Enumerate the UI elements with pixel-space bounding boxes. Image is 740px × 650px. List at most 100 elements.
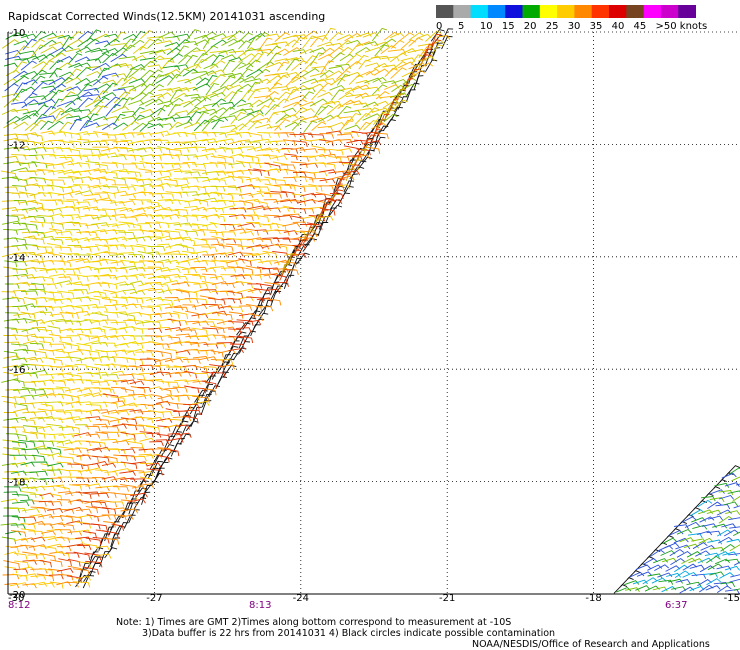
wind-barb	[86, 365, 101, 374]
wind-barb	[90, 492, 110, 498]
wind-barb	[92, 446, 111, 452]
wind-barb	[264, 104, 280, 116]
wind-barb	[82, 491, 100, 497]
wind-barb	[217, 192, 234, 200]
wind-barb	[113, 77, 127, 87]
wind-barb	[222, 60, 235, 72]
wind-barb	[41, 536, 58, 542]
wind-barb	[133, 497, 147, 509]
wind-barb	[128, 99, 144, 106]
wind-barb	[156, 350, 173, 359]
wind-barb	[20, 33, 37, 39]
wind-barb	[212, 334, 227, 341]
wind-barb	[130, 245, 146, 253]
wind-barb	[93, 250, 111, 256]
wind-barb	[729, 578, 740, 583]
wind-barb	[67, 476, 85, 483]
wind-barb	[67, 258, 86, 264]
wind-barb	[42, 357, 56, 364]
wind-barb	[110, 53, 128, 63]
wind-barb	[139, 183, 154, 189]
time-label-right: 6:37	[665, 600, 687, 611]
wind-barb	[636, 571, 653, 577]
wind-barb	[49, 522, 66, 528]
wind-barb	[110, 155, 127, 161]
wind-barb	[211, 281, 229, 286]
wind-barb	[238, 176, 252, 183]
wind-barb	[176, 289, 191, 298]
wind-barb	[129, 409, 144, 415]
wind-barb	[120, 44, 136, 56]
wind-barb	[382, 64, 398, 70]
wind-barb	[728, 467, 740, 475]
wind-barb	[283, 259, 294, 271]
wind-barb	[76, 230, 91, 236]
wind-barb	[49, 228, 63, 236]
wind-barb	[58, 252, 73, 260]
wind-barb	[24, 92, 38, 102]
legend-swatch	[609, 5, 627, 18]
wind-barb	[298, 170, 316, 179]
wind-barb	[201, 246, 218, 253]
wind-barb	[30, 44, 46, 58]
wind-barb	[157, 92, 172, 99]
wind-barb	[707, 501, 722, 509]
wind-barb	[328, 148, 344, 156]
wind-barb	[1, 378, 21, 384]
wind-barb	[178, 54, 193, 64]
wind-barb	[430, 29, 445, 42]
wind-barb	[201, 238, 220, 244]
wind-barb	[255, 51, 270, 63]
wind-barb	[193, 177, 211, 183]
wind-barb	[85, 560, 103, 568]
wind-barb	[202, 254, 216, 260]
wind-barb	[29, 514, 45, 520]
wind-barb	[130, 212, 149, 218]
wind-barb	[12, 305, 29, 311]
wind-barb	[157, 104, 170, 116]
wind-barb	[202, 327, 219, 334]
wind-barb	[709, 571, 725, 577]
wind-barb	[91, 62, 110, 71]
wind-barb	[209, 161, 227, 170]
wind-barb	[47, 536, 65, 542]
wind-barb	[48, 52, 66, 62]
wind-barb	[682, 563, 698, 571]
wind-barb	[87, 104, 103, 117]
wind-barb	[676, 550, 692, 558]
wind-barb	[329, 193, 340, 206]
wind-barb	[36, 573, 55, 582]
wind-barb	[182, 245, 195, 254]
wind-barb	[84, 318, 101, 326]
wind-barb	[45, 401, 64, 407]
wind-barb	[629, 571, 645, 578]
wind-barb	[236, 169, 252, 175]
wind-barb	[183, 281, 202, 289]
wind-barb	[69, 118, 82, 130]
wind-barb	[102, 281, 118, 290]
wind-barb	[220, 267, 237, 273]
wind-barb	[266, 75, 283, 85]
wind-barb	[54, 529, 73, 535]
wind-barb	[373, 136, 386, 152]
wind-barb	[93, 392, 109, 398]
wind-barb	[164, 357, 184, 363]
wind-barb	[99, 177, 117, 186]
wind-barb	[29, 440, 46, 447]
wind-barb	[128, 67, 146, 78]
wind-barb	[148, 409, 165, 418]
wind-barb	[277, 61, 289, 72]
wind-barb	[93, 273, 112, 279]
wind-barb	[186, 111, 202, 124]
time-label-left: 8:12	[8, 600, 30, 611]
wind-barb	[190, 96, 207, 102]
wind-barb	[112, 440, 130, 446]
wind-barb	[613, 584, 628, 594]
wind-barb	[344, 124, 361, 131]
wind-barb	[67, 538, 84, 544]
wind-barb	[49, 551, 65, 557]
wind-barb	[170, 443, 183, 457]
wind-barb	[183, 403, 200, 410]
wind-barb	[343, 145, 360, 154]
wind-barb	[325, 70, 343, 80]
